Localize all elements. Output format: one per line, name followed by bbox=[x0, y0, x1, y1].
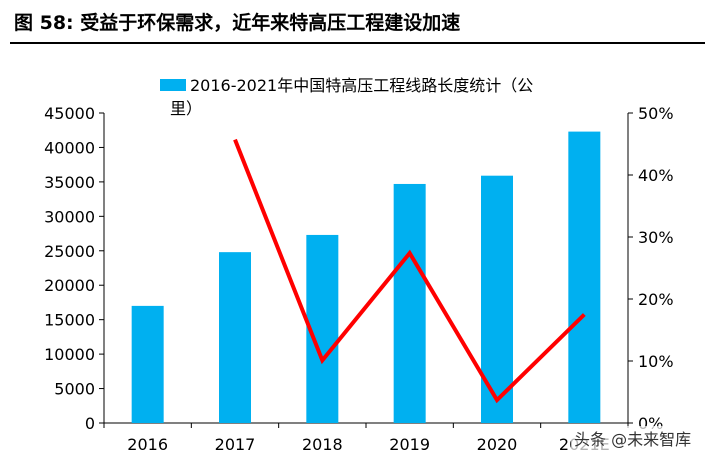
y-left-tick-label: 45000 bbox=[44, 104, 95, 123]
x-tick-label: 2020 bbox=[477, 435, 518, 454]
bar-2016 bbox=[131, 305, 164, 423]
y-left-tick-label: 5000 bbox=[54, 380, 95, 399]
y-left-tick-label: 10000 bbox=[44, 345, 95, 364]
legend-label-line: 2016-2021年中国特高压工程线路长度统计（公 bbox=[190, 76, 533, 95]
y-right-tick-label: 40% bbox=[638, 166, 674, 185]
y-right-tick-label: 30% bbox=[638, 228, 674, 247]
figure-caption: 受益于环保需求，近年来特高压工程建设加速 bbox=[80, 12, 461, 34]
legend-swatch-bar bbox=[160, 79, 186, 91]
x-tick-label: 2016 bbox=[127, 435, 168, 454]
y-right-tick-label: 10% bbox=[638, 352, 674, 371]
growth-line bbox=[233, 138, 586, 404]
bar-2017 bbox=[219, 252, 251, 423]
y-left-tick-label: 30000 bbox=[44, 207, 95, 226]
legend-label-line: 里） bbox=[170, 99, 202, 118]
y-left-tick-label: 40000 bbox=[44, 138, 95, 157]
title-rule bbox=[10, 42, 705, 44]
x-tick-label: 2017 bbox=[215, 435, 256, 454]
x-tick-label: 2019 bbox=[389, 435, 430, 454]
bar-2021E bbox=[568, 131, 601, 423]
watermark: 头条 @未来智库 bbox=[571, 426, 695, 450]
y-left-tick-label: 35000 bbox=[44, 173, 95, 192]
y-left-tick-label: 15000 bbox=[44, 311, 95, 330]
y-left-tick-label: 0 bbox=[85, 414, 95, 433]
bar-2020 bbox=[481, 175, 513, 423]
y-right-tick-label: 50% bbox=[638, 104, 674, 123]
y-left-tick-label: 25000 bbox=[44, 242, 95, 261]
x-tick-label: 2018 bbox=[302, 435, 343, 454]
y-left-tick-label: 20000 bbox=[44, 276, 95, 295]
figure-title: 图 58: 受益于环保需求，近年来特高压工程建设加速 bbox=[14, 8, 460, 35]
y-right-tick-label: 20% bbox=[638, 290, 674, 309]
figure-label: 图 58: bbox=[14, 12, 74, 34]
bar-2019 bbox=[393, 183, 426, 423]
